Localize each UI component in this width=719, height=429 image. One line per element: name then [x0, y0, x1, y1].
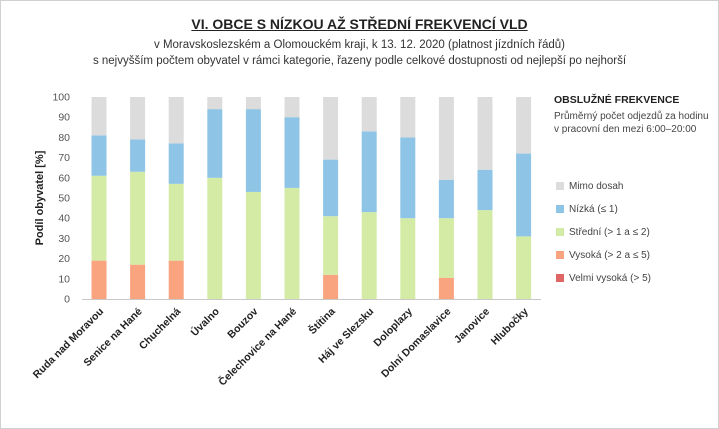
bar-segment — [477, 210, 493, 299]
bar-segment — [168, 97, 184, 144]
legend-label: Velmi vysoká (> 5) — [569, 272, 651, 284]
y-tick-label: 50 — [58, 193, 70, 205]
y-axis-title: Podíl obyvatel [%] — [34, 150, 46, 245]
bar-segment — [284, 97, 300, 118]
legend-label: Nízká (≤ 1) — [569, 203, 618, 215]
legend-swatch — [556, 251, 564, 259]
bar-segment — [207, 97, 223, 110]
legend-item: Mimo dosah — [556, 180, 623, 192]
bar-segment — [284, 187, 300, 299]
bar-segment — [91, 135, 107, 176]
bar-segment — [438, 179, 454, 219]
bar-segment — [207, 109, 223, 178]
bar-segment — [245, 97, 261, 110]
bar-segment — [323, 97, 339, 160]
bar-segment — [91, 260, 107, 299]
bar-segment — [477, 169, 493, 211]
x-tick-label: Dolní Domaslavice — [379, 306, 454, 381]
bar-segment — [361, 212, 377, 299]
legend-swatch — [556, 205, 564, 213]
bar-segment — [168, 183, 184, 261]
legend-subheading: Průměrný počet odjezdů za hodinu v praco… — [554, 111, 709, 135]
bar-segment — [400, 218, 416, 299]
legend-swatch — [556, 182, 564, 190]
bar-segment — [207, 177, 223, 299]
chart-subtitle-1: v Moravskoslezském a Olomouckém kraji, k… — [154, 39, 565, 51]
bar-segment — [130, 97, 146, 140]
legend-heading: OBSLUŽNÉ FREKVENCE — [554, 94, 680, 106]
x-tick-label: Hlubočky — [489, 306, 531, 348]
y-tick-label: 90 — [58, 112, 70, 124]
x-tick-label: Štítina — [306, 305, 338, 337]
bar-segment — [400, 137, 416, 219]
bar-segment — [245, 109, 261, 192]
bar-segment — [477, 97, 493, 170]
bar-segment — [130, 139, 146, 172]
y-tick-label: 40 — [58, 213, 70, 225]
legend-item: Vysoká (> 2 a ≤ 5) — [556, 249, 650, 261]
bar-segment — [323, 159, 339, 217]
bar-segment — [438, 218, 454, 278]
x-tick-label: Chuchelná — [137, 306, 184, 353]
bar-segment — [438, 97, 454, 180]
y-tick-label: 30 — [58, 233, 70, 245]
bar-segment — [91, 97, 107, 136]
bar-segment — [245, 191, 261, 299]
x-tick-label: Čelechovice na Hané — [216, 305, 300, 389]
x-tick-label: Bouzov — [225, 306, 260, 341]
bar-segment — [284, 117, 300, 188]
bar-segment — [400, 97, 416, 138]
x-tick-label: Úvalno — [188, 305, 222, 339]
y-tick-label: 60 — [58, 172, 70, 184]
legend-swatch — [556, 274, 564, 282]
bar-segment — [130, 264, 146, 299]
bar-segment — [323, 216, 339, 275]
bar-segment — [361, 131, 377, 213]
legend-label: Střední (> 1 a ≤ 2) — [569, 226, 650, 238]
chart-title: VI. OBCE S NÍZKOU AŽ STŘEDNÍ FREKVENCÍ V… — [191, 16, 528, 32]
legend-label: Vysoká (> 2 a ≤ 5) — [569, 249, 650, 261]
bar-segment — [168, 260, 184, 299]
y-tick-label: 20 — [58, 253, 70, 265]
chart-subtitle-2: s nejvyšším počtem obyvatel v rámci kate… — [92, 55, 627, 67]
y-tick-label: 100 — [52, 92, 70, 104]
y-tick-label: 10 — [58, 273, 70, 285]
y-tick-label: 70 — [58, 152, 70, 164]
y-tick-label: 80 — [58, 132, 70, 144]
legend-item: Velmi vysoká (> 5) — [556, 272, 651, 284]
legend-label: Mimo dosah — [569, 180, 624, 192]
bar-segment — [516, 153, 532, 237]
bar-segment — [361, 97, 377, 132]
y-tick-label: 0 — [64, 294, 70, 306]
x-tick-label: Ruda nad Moravou — [31, 306, 106, 381]
legend-item: Střední (> 1 a ≤ 2) — [556, 226, 650, 238]
legend-swatch — [556, 228, 564, 236]
bar-segment — [516, 97, 532, 154]
bar-segment — [91, 175, 107, 261]
bar-segment — [438, 277, 454, 299]
x-tick-label: Janovice — [452, 306, 492, 346]
bar-segment — [323, 274, 339, 299]
bar-segment — [516, 236, 532, 299]
legend-item: Nízká (≤ 1) — [556, 203, 618, 215]
bar-segment — [130, 171, 146, 265]
bar-segment — [168, 143, 184, 184]
